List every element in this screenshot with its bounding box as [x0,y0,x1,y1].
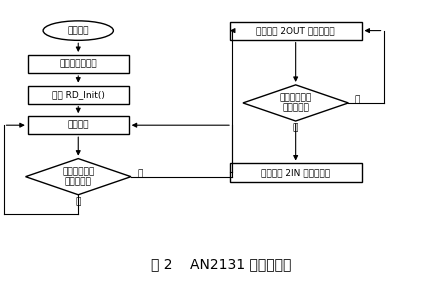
FancyBboxPatch shape [28,55,129,73]
Text: 上电复位: 上电复位 [68,26,89,35]
FancyBboxPatch shape [230,164,362,182]
Text: 调用端点 2IN 输入子程序: 调用端点 2IN 输入子程序 [261,168,330,177]
FancyBboxPatch shape [28,85,129,104]
Text: 调用 RD_Init(): 调用 RD_Init() [52,90,105,99]
Text: 否: 否 [354,96,360,105]
Polygon shape [243,85,348,121]
Text: 使能中断: 使能中断 [68,121,89,130]
Ellipse shape [43,21,114,40]
FancyBboxPatch shape [28,116,129,134]
Text: 图 2    AN2131 程序流程图: 图 2 AN2131 程序流程图 [151,257,291,271]
Text: 否: 否 [137,169,142,178]
Text: 是: 是 [293,123,298,132]
Text: 调用端点 2OUT 输出子程序: 调用端点 2OUT 输出子程序 [256,26,335,35]
Text: 检测上传标志
位是否为低: 检测上传标志 位是否为低 [62,167,95,186]
FancyBboxPatch shape [230,22,362,40]
Text: 初始化状态变量: 初始化状态变量 [59,60,97,69]
Text: 是: 是 [76,197,81,206]
Text: 检测下载标志
位是否为低: 检测下载标志 位是否为低 [279,93,312,113]
Polygon shape [26,158,131,195]
